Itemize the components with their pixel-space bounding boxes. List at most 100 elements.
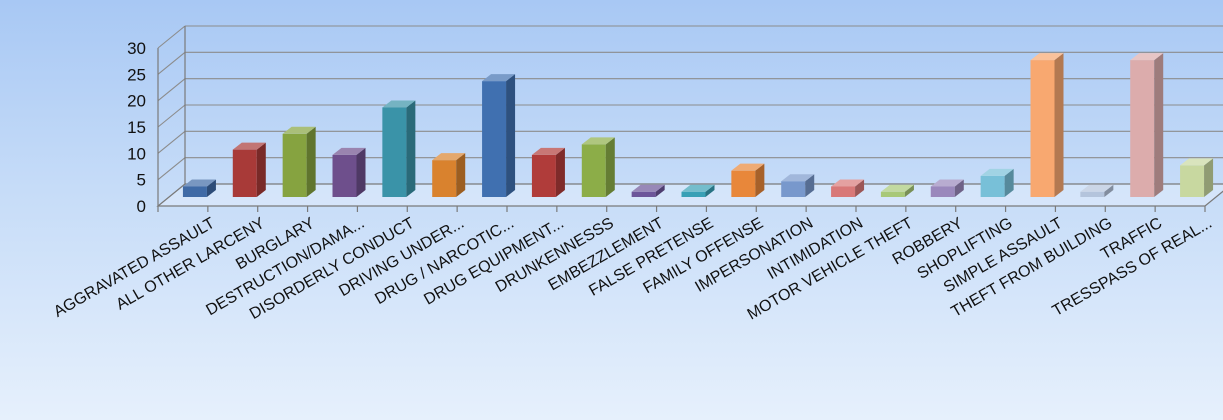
bar-17 — [980, 168, 1014, 197]
bar-top — [1130, 53, 1164, 61]
bar-front — [1130, 60, 1155, 197]
bar-11 — [681, 184, 715, 197]
bar-front — [980, 175, 1005, 197]
bar-front — [681, 191, 706, 197]
bar-8 — [531, 147, 565, 197]
bar-side — [406, 100, 416, 197]
bar-side — [855, 179, 865, 197]
bar-14 — [831, 179, 865, 197]
bar-13 — [781, 174, 815, 197]
bar-side — [555, 147, 565, 197]
bar-front — [1080, 191, 1105, 197]
bar-side — [655, 184, 665, 197]
bar-top — [182, 179, 216, 187]
y-tick-label: 25 — [127, 65, 146, 84]
bar-front — [482, 81, 507, 197]
bar-front — [332, 154, 357, 197]
bar-top — [432, 153, 466, 161]
bar-top — [282, 126, 316, 134]
bar-side — [1154, 53, 1164, 197]
bar-top — [831, 179, 865, 187]
bar-top — [731, 163, 765, 171]
bar-front — [581, 144, 606, 197]
bar-side — [1204, 158, 1214, 197]
gridline-side-1 — [157, 157, 186, 181]
bar-top — [382, 100, 416, 108]
bar-front — [781, 181, 806, 197]
bar-4 — [332, 147, 366, 197]
bar-side — [755, 163, 765, 197]
bar-front — [1180, 165, 1205, 197]
bar-top — [1030, 53, 1064, 61]
bar-top — [1180, 158, 1214, 166]
bar-front — [631, 191, 656, 197]
bar-3 — [282, 126, 316, 197]
bar-side — [1104, 184, 1114, 197]
bar-side — [805, 174, 815, 197]
bar-side — [1054, 53, 1064, 197]
gridline-side-5 — [157, 51, 186, 75]
y-tick-label: 20 — [127, 92, 146, 111]
bar-front — [930, 186, 955, 197]
bar-19 — [1080, 184, 1114, 197]
bar-9 — [581, 137, 615, 197]
y-tick-label: 30 — [127, 39, 146, 58]
bar-top — [631, 184, 665, 192]
bar-top — [781, 174, 815, 182]
y-tick-label: 0 — [137, 197, 146, 216]
bar-top — [531, 147, 565, 155]
bar-top — [332, 147, 366, 155]
y-tick-label: 5 — [137, 171, 146, 190]
bar-top — [581, 137, 615, 145]
bar-side — [904, 184, 914, 197]
bar-6 — [432, 153, 466, 197]
bar-side — [605, 137, 615, 197]
bar-front — [382, 107, 407, 197]
bar-front — [831, 186, 856, 197]
bar-front — [880, 191, 905, 197]
bar-20 — [1130, 53, 1164, 197]
bar-front — [731, 170, 756, 197]
bar-front — [232, 149, 257, 197]
bars — [182, 53, 1214, 197]
bar-top — [681, 184, 715, 192]
bar-18 — [1030, 53, 1064, 197]
y-tick-labels: 0 5 10 15 20 25 30 — [127, 39, 146, 216]
gridline-side-2 — [157, 130, 186, 154]
bar-side — [306, 126, 316, 197]
bar-16 — [930, 179, 964, 197]
y-tick-label: 10 — [127, 144, 146, 163]
bar-front — [282, 133, 307, 197]
bar-5 — [382, 100, 416, 197]
bar-side — [1004, 168, 1014, 197]
bar-top — [980, 168, 1014, 176]
bar-side — [954, 179, 964, 197]
bar-side — [705, 184, 715, 197]
bar-1 — [182, 179, 216, 197]
gridline-side-3 — [157, 104, 186, 128]
bar-7 — [482, 74, 516, 197]
bar-top — [232, 142, 266, 150]
bar-21 — [1180, 158, 1214, 197]
bar-12 — [731, 163, 765, 197]
bar-2 — [232, 142, 266, 197]
bar-front — [1030, 60, 1055, 197]
gridline-side-4 — [157, 78, 186, 102]
bar-side — [256, 142, 266, 197]
bar-front — [182, 186, 207, 197]
bar-top — [880, 184, 914, 192]
bar-side — [456, 153, 466, 197]
bar-side — [506, 74, 516, 197]
bar-top — [482, 74, 516, 82]
bar-10 — [631, 184, 665, 197]
bar-side — [356, 147, 366, 197]
bar-side — [206, 179, 216, 197]
bar-15 — [880, 184, 914, 197]
gridline-side-6 — [157, 25, 186, 49]
bar-top — [1080, 184, 1114, 192]
bar-top — [930, 179, 964, 187]
y-tick-label: 15 — [127, 118, 146, 137]
bar-front — [432, 160, 457, 197]
bar-front — [531, 154, 556, 197]
